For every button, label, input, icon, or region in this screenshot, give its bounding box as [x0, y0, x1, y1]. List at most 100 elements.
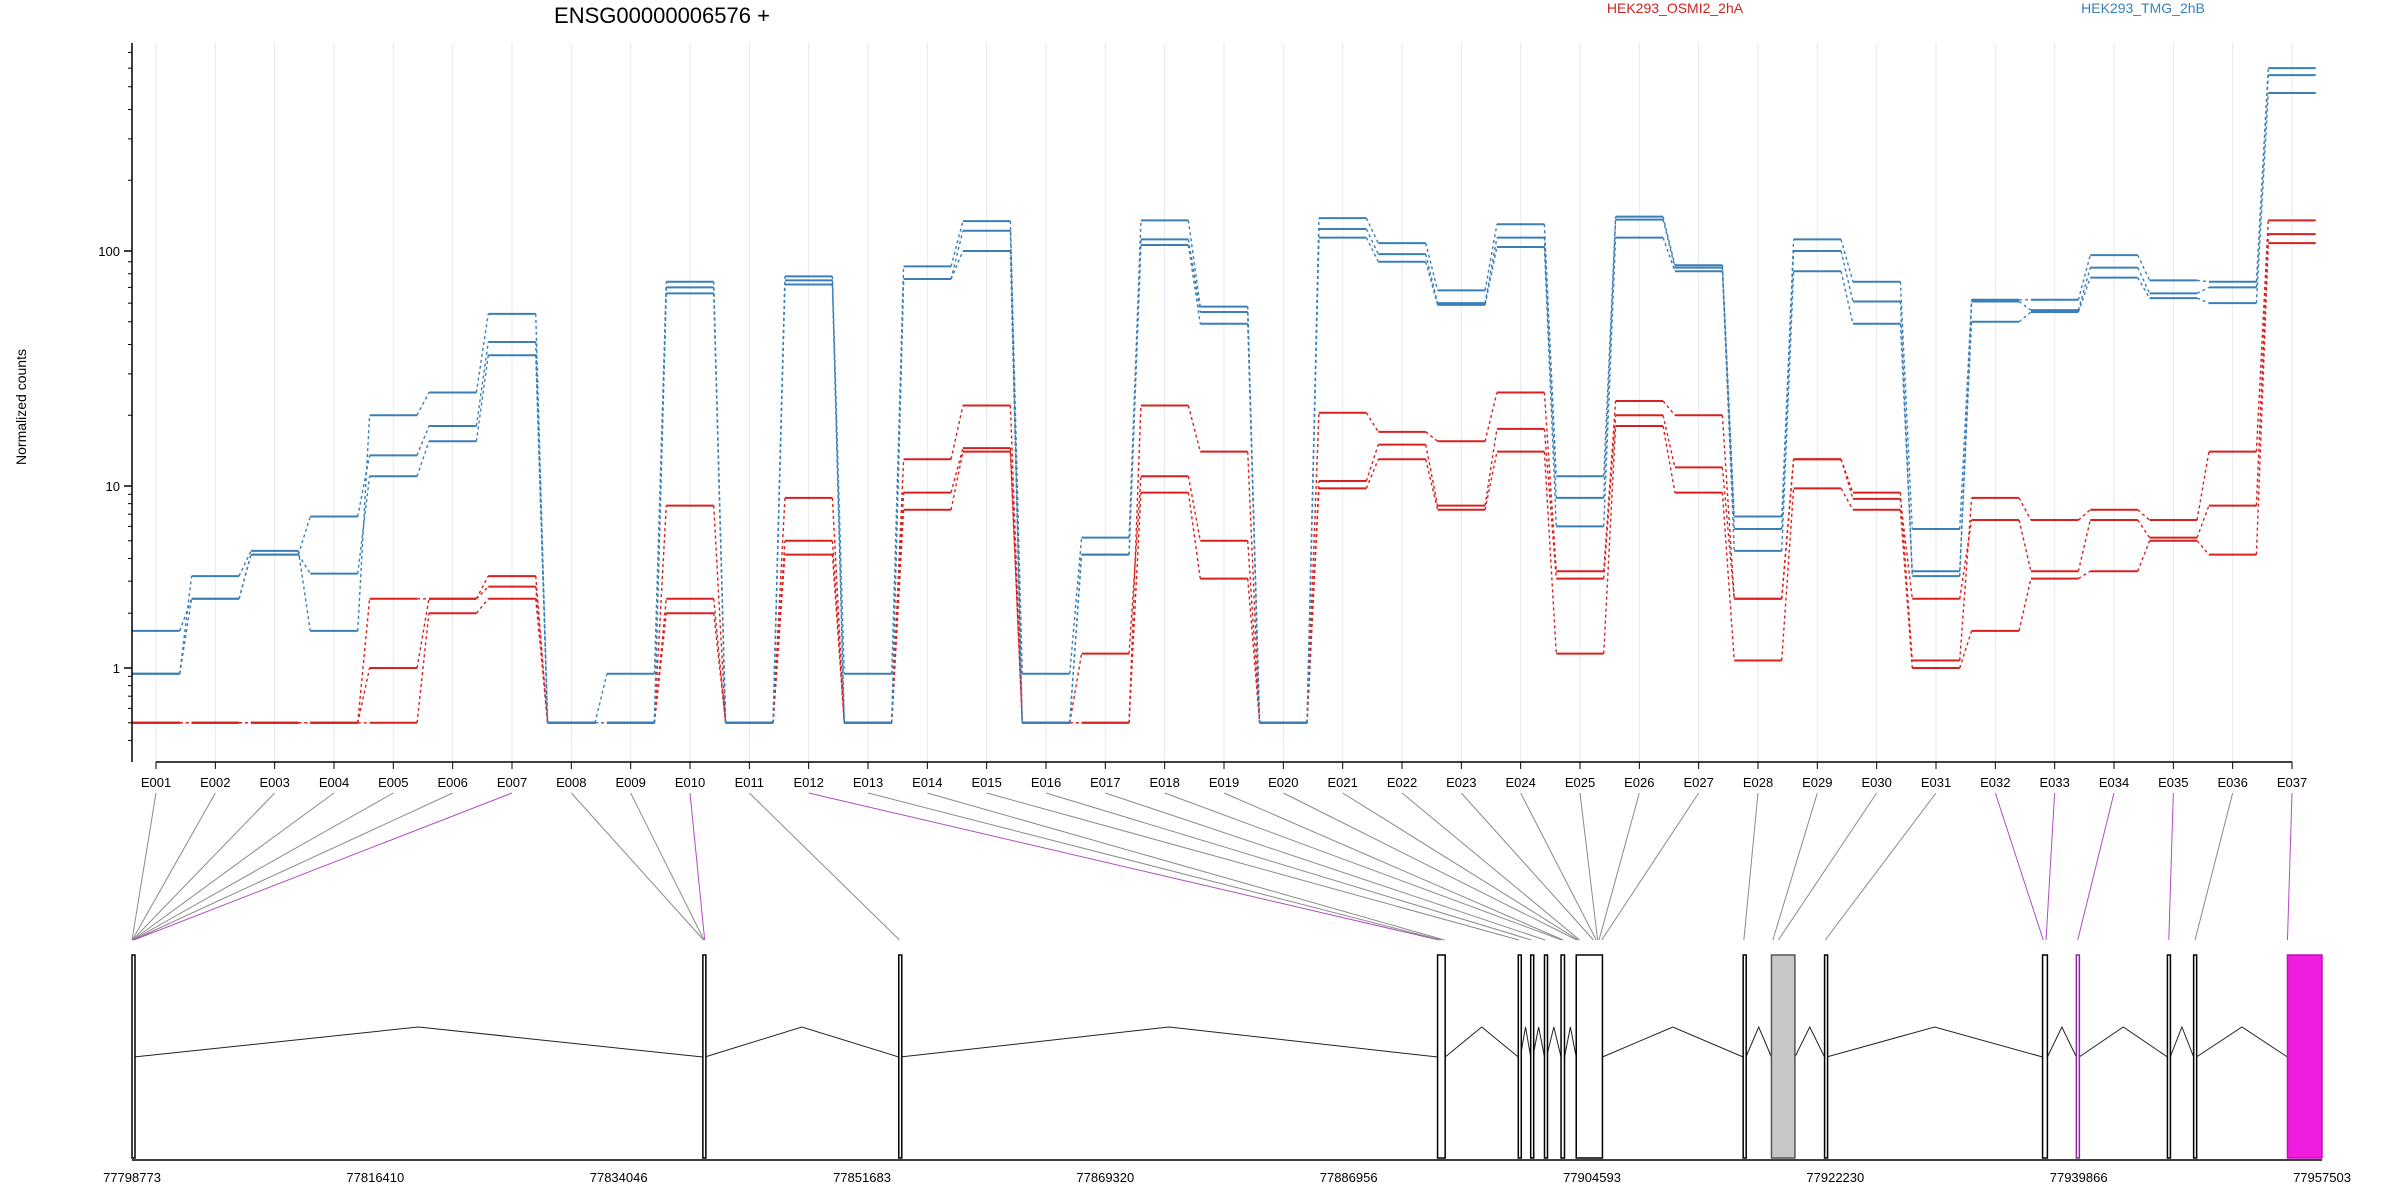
series-connector: [1543, 428, 1557, 579]
exon-connector-e019: [1223, 792, 1564, 941]
exon-label-e008: E008: [556, 775, 586, 790]
exon-label-e017: E017: [1090, 775, 1120, 790]
intron-line: [1444, 1026, 1519, 1058]
exon-connector-e013: [867, 792, 1442, 941]
exon-connector-e009: [630, 792, 705, 941]
exon-label-e006: E006: [437, 775, 467, 790]
series-connector: [2255, 220, 2269, 452]
series-connector: [2196, 279, 2210, 283]
vertical-gridlines: [155, 43, 2293, 762]
series-connector: [950, 451, 964, 510]
series-connector: [1425, 444, 1439, 506]
series-connector: [1721, 467, 1735, 599]
exon-label-e026: E026: [1624, 775, 1654, 790]
exon-connector-e033: [2045, 792, 2056, 941]
exon-connector-e012: [808, 792, 1440, 941]
intron-line: [2078, 1026, 2168, 1058]
series-connector: [416, 613, 430, 723]
series-connector: [2018, 311, 2032, 323]
exon-connector-e015: [986, 792, 1520, 941]
series-connector: [1009, 221, 1023, 674]
series-connector: [1840, 250, 1854, 302]
series-connector: [2018, 497, 2032, 521]
series-connector: [1899, 301, 1913, 577]
series-connector: [831, 276, 845, 674]
series-connector: [891, 278, 905, 723]
series-connector: [2137, 509, 2151, 521]
exon-connector-e031: [1824, 792, 1937, 941]
exon-connector-e018: [1164, 792, 1562, 941]
series-connector: [1365, 228, 1379, 255]
series-connector: [1603, 219, 1617, 498]
series-connector: [1365, 412, 1379, 433]
series-connector: [1128, 492, 1142, 723]
intron-line: [900, 1026, 1438, 1058]
exon-connector-e011: [748, 792, 900, 941]
exon-connector-e036: [2194, 792, 2234, 941]
genomic-coordinate-label: 77816410: [346, 1170, 404, 1185]
series-connector: [1484, 246, 1498, 305]
gene-model: [131, 954, 2323, 1159]
series-connector: [2077, 254, 2091, 300]
series-connector: [1187, 220, 1201, 307]
genomic-coordinate-label: 77939866: [2050, 1170, 2108, 1185]
gene-exon-block: [2075, 954, 2081, 1159]
gene-exon-block: [1529, 954, 1535, 1159]
series-connector: [1543, 224, 1557, 477]
exon-connector-e035: [2168, 792, 2174, 941]
series-connector: [1662, 216, 1676, 266]
series-connector: [475, 355, 489, 442]
series-connector: [1306, 480, 1320, 723]
exon-label-e007: E007: [497, 775, 527, 790]
series-connector: [1009, 230, 1023, 723]
series-connector: [831, 497, 845, 723]
gene-exon-block: [2166, 954, 2172, 1159]
exon-label-e025: E025: [1565, 775, 1595, 790]
exon-label-e018: E018: [1149, 775, 1179, 790]
series-connector: [2077, 519, 2091, 572]
intron-line: [2046, 1025, 2077, 1058]
intron-line: [704, 1026, 899, 1058]
series-connector: [653, 293, 667, 723]
gene-exon-block: [1543, 954, 1549, 1159]
series-connector: [535, 313, 549, 723]
exon-label-e031: E031: [1921, 775, 1951, 790]
series-tmg-5: [132, 67, 2316, 724]
series-connector: [1840, 458, 1854, 493]
series-connector: [2137, 540, 2151, 572]
series-connector: [1899, 498, 1913, 599]
exon-label-e029: E029: [1802, 775, 1832, 790]
genomic-coordinate-label: 77957503: [2293, 1170, 2351, 1185]
series-connector: [772, 276, 786, 723]
series-connector: [2137, 519, 2151, 539]
series-connector: [1069, 554, 1083, 723]
series-connector: [179, 598, 193, 674]
exon-label-e002: E002: [200, 775, 230, 790]
series-connector: [475, 586, 489, 600]
exon-connector-e003: [132, 792, 276, 941]
series-connector: [2077, 267, 2091, 311]
series-connector: [1425, 459, 1439, 510]
gene-exon-block: [1742, 954, 1747, 1159]
series-connector: [653, 281, 667, 674]
gene-exon-block: [1560, 954, 1566, 1159]
exon-label-e036: E036: [2217, 775, 2247, 790]
series-layer: [132, 67, 2316, 724]
series-connector: [1306, 412, 1320, 723]
intron-line: [2196, 1026, 2288, 1058]
series-connector: [179, 575, 193, 674]
series-connector: [950, 250, 964, 280]
exon-label-e022: E022: [1387, 775, 1417, 790]
exon-connector-e017: [1105, 792, 1546, 941]
genomic-coordinate-label: 77798773: [103, 1170, 161, 1185]
series-connector: [1187, 476, 1201, 541]
genomic-coordinate-axis: 77798773 77816410 77834046 77851683 77869320…: [103, 1159, 2351, 1185]
series-connector: [713, 598, 727, 723]
gene-exon-block: [1575, 954, 1604, 1159]
series-connector: [1543, 246, 1557, 527]
intron-line: [1826, 1026, 2043, 1058]
gene-exon-block: [2041, 954, 2049, 1159]
exon-connector-e030: [1777, 792, 1878, 941]
chart-title: ENSG00000006576 +: [554, 3, 770, 28]
series-connector: [1247, 540, 1261, 723]
